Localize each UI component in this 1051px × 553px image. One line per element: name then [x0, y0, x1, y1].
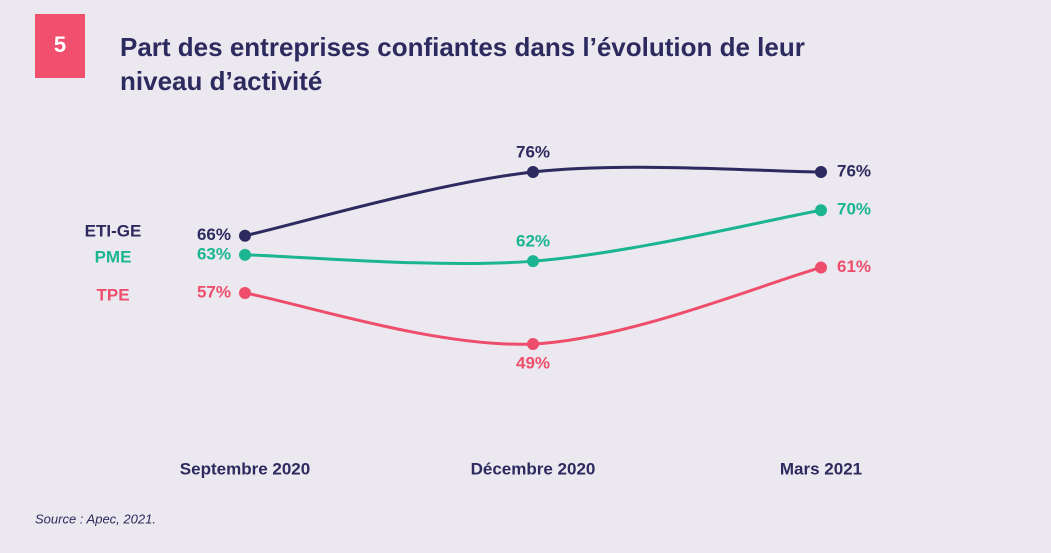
point: [239, 287, 251, 300]
badge: [35, 14, 85, 78]
value-label: 70%: [837, 200, 871, 219]
value-label: 49%: [516, 353, 550, 372]
point: [815, 261, 827, 274]
point: [815, 204, 827, 217]
badge-number: 5: [54, 32, 66, 57]
point: [815, 166, 827, 178]
value-label: 57%: [197, 283, 231, 302]
value-label: 61%: [837, 257, 871, 276]
x-tick-label: Mars 2021: [780, 459, 862, 478]
point: [527, 166, 539, 178]
value-label: 63%: [197, 244, 231, 263]
point: [239, 248, 251, 261]
value-label: 66%: [197, 225, 231, 244]
legend-label: TPE: [96, 285, 129, 304]
legend-label: PME: [95, 247, 132, 266]
value-label: 76%: [516, 142, 550, 161]
point: [527, 255, 539, 268]
line: [244, 266, 822, 346]
value-label: 76%: [837, 161, 871, 180]
point: [239, 229, 251, 242]
legend-label: ETI-GE: [85, 221, 142, 240]
x-tick-label: Septembre 2020: [180, 459, 310, 478]
x-tick-label: Décembre 2020: [471, 459, 596, 478]
point: [527, 338, 539, 350]
value-label: 62%: [516, 232, 550, 251]
source: Source : Apec, 2021.: [35, 511, 156, 526]
chart-title: Part des entreprises confiantes dans l’é…: [120, 32, 805, 96]
